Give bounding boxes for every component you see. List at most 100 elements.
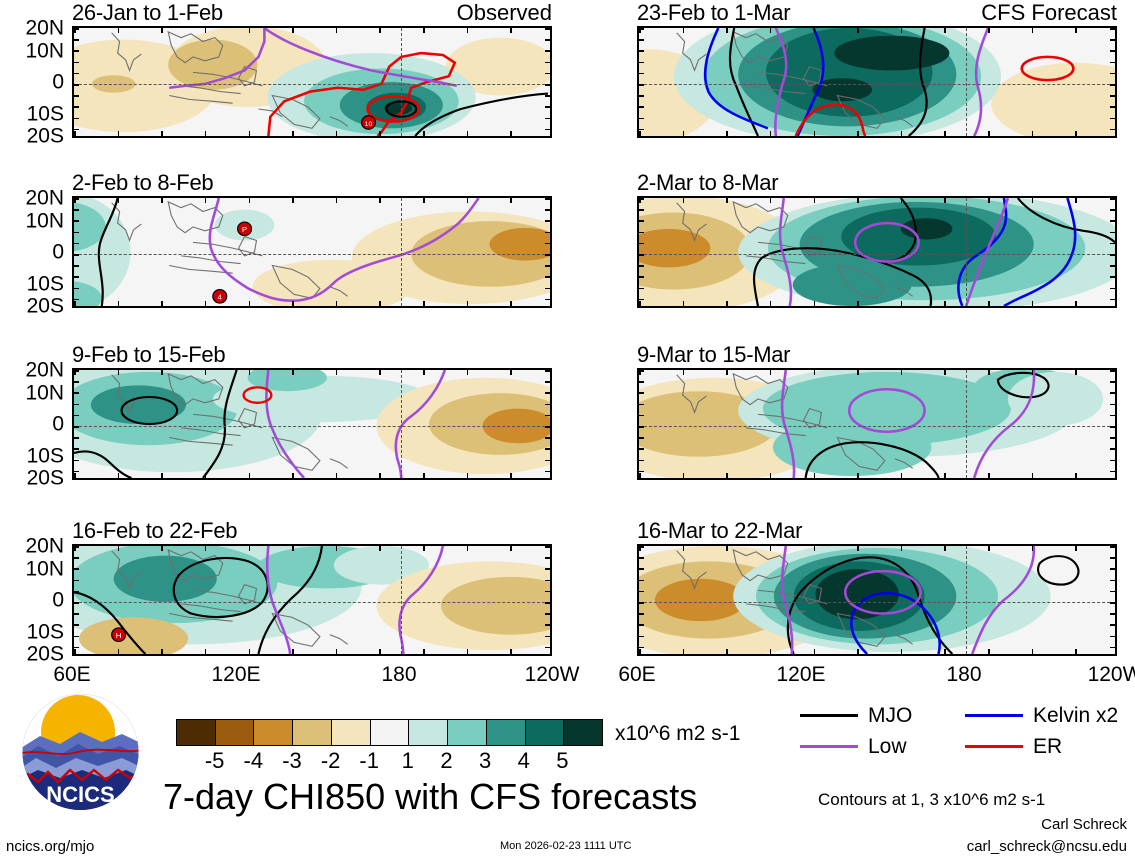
axis-tick bbox=[639, 287, 644, 290]
axis-tick bbox=[639, 613, 644, 615]
axis-tick bbox=[74, 287, 79, 290]
axis-tick bbox=[74, 265, 79, 267]
axis-tick bbox=[1031, 301, 1034, 306]
axis-tick bbox=[74, 459, 79, 462]
axis-tick bbox=[74, 546, 79, 548]
axis-tick bbox=[639, 198, 641, 203]
axis-tick bbox=[292, 131, 294, 136]
legend-label: MJO bbox=[868, 703, 913, 727]
dateline bbox=[966, 370, 967, 478]
panel-2-1: 9-Mar to 15-Mar bbox=[637, 342, 1117, 480]
panel-grid: 26-Jan to 1-Feb Observed 20N 10N 0 10S 2… bbox=[4, 0, 1135, 686]
axis-tick bbox=[639, 298, 644, 301]
site-url[interactable]: ncics.org/mjo bbox=[6, 838, 95, 855]
axis-tick bbox=[682, 131, 685, 136]
axis-tick bbox=[74, 403, 79, 406]
axis-tick bbox=[545, 128, 550, 131]
equator-line bbox=[74, 602, 550, 603]
axis-tick bbox=[900, 649, 903, 654]
axis-tick bbox=[117, 546, 120, 551]
axis-tick bbox=[248, 198, 251, 203]
axis-tick bbox=[682, 473, 685, 478]
axis-tick bbox=[1110, 448, 1115, 450]
axis-tick bbox=[639, 265, 644, 267]
axis-tick bbox=[639, 231, 644, 234]
axis-tick bbox=[545, 276, 550, 278]
y-tick-label: 20N bbox=[25, 358, 64, 382]
equator-line bbox=[74, 426, 550, 427]
axis-tick bbox=[1075, 28, 1077, 33]
axis-tick bbox=[510, 198, 512, 203]
contour-legend: MJO Kelvin x2 Low ER bbox=[800, 700, 1130, 762]
axis-tick bbox=[74, 370, 79, 372]
axis-tick bbox=[74, 568, 79, 570]
axis-tick bbox=[545, 231, 550, 234]
axis-tick bbox=[74, 557, 79, 559]
axis-tick bbox=[682, 649, 685, 654]
axis-tick bbox=[639, 242, 644, 245]
axis-tick bbox=[74, 613, 79, 615]
axis-tick bbox=[423, 131, 425, 136]
colorbar-swatch bbox=[485, 720, 525, 745]
axis-tick bbox=[1110, 287, 1115, 290]
axis-tick bbox=[161, 370, 163, 375]
axis-tick bbox=[682, 301, 685, 306]
axis-tick bbox=[639, 646, 644, 649]
axis-tick bbox=[1110, 646, 1115, 649]
ncics-logo[interactable]: NCICS bbox=[18, 692, 143, 817]
colorbar-swatch bbox=[214, 720, 254, 745]
axis-tick bbox=[900, 28, 903, 33]
axis-tick bbox=[510, 649, 512, 654]
axis-tick bbox=[466, 198, 469, 203]
axis-tick bbox=[1110, 117, 1115, 120]
axis-tick bbox=[639, 568, 644, 570]
axis-tick bbox=[726, 473, 728, 478]
storm-marker: H bbox=[111, 627, 127, 643]
axis-tick bbox=[545, 635, 550, 638]
axis-tick bbox=[545, 287, 550, 290]
axis-tick bbox=[292, 473, 294, 478]
axis-tick bbox=[74, 276, 79, 278]
axis-tick bbox=[639, 414, 644, 417]
x-tick-label: 120W bbox=[524, 663, 580, 686]
axis-tick bbox=[74, 106, 79, 108]
axis-tick bbox=[857, 649, 859, 654]
axis-tick bbox=[639, 546, 644, 548]
y-tick-label: 10S bbox=[26, 620, 64, 643]
axis-tick bbox=[292, 28, 294, 33]
axis-tick bbox=[545, 106, 550, 108]
axis-tick bbox=[1110, 546, 1115, 548]
svg-text:H: H bbox=[116, 631, 122, 640]
legend-label: Kelvin x2 bbox=[1033, 703, 1119, 727]
axis-tick bbox=[423, 473, 425, 478]
panel-corner-label: CFS Forecast bbox=[981, 0, 1117, 25]
author-email[interactable]: carl_schreck@ncsu.edu bbox=[966, 838, 1127, 855]
axis-tick bbox=[944, 649, 946, 654]
axis-tick bbox=[1110, 39, 1115, 41]
axis-tick bbox=[74, 392, 79, 394]
axis-tick bbox=[545, 61, 550, 64]
svg-text:P: P bbox=[242, 225, 247, 234]
axis-tick bbox=[1110, 613, 1115, 615]
map-contours: P 4 bbox=[74, 198, 550, 306]
axis-tick bbox=[1031, 546, 1034, 551]
axis-tick bbox=[248, 28, 251, 33]
y-axis-labels: 20N 10N 0 10S 20S bbox=[4, 188, 72, 317]
axis-tick bbox=[813, 473, 816, 478]
map-contours bbox=[639, 198, 1115, 306]
axis-tick bbox=[74, 95, 79, 97]
y-tick-label: 10N bbox=[25, 209, 64, 232]
axis-tick bbox=[639, 198, 644, 200]
x-axis-labels: 60E 120E 180 120W bbox=[618, 656, 1135, 690]
axis-tick bbox=[1110, 459, 1115, 462]
axis-tick bbox=[1110, 579, 1115, 582]
axis-tick bbox=[639, 459, 644, 462]
equator-line bbox=[74, 254, 550, 255]
colorbar-swatch bbox=[408, 720, 448, 745]
axis-tick bbox=[379, 301, 381, 306]
dateline bbox=[401, 546, 402, 654]
colorbar-swatch bbox=[177, 720, 215, 745]
axis-tick bbox=[466, 131, 469, 136]
panel-1-1: 2-Mar to 8-Mar bbox=[637, 170, 1117, 308]
axis-tick bbox=[545, 590, 550, 593]
